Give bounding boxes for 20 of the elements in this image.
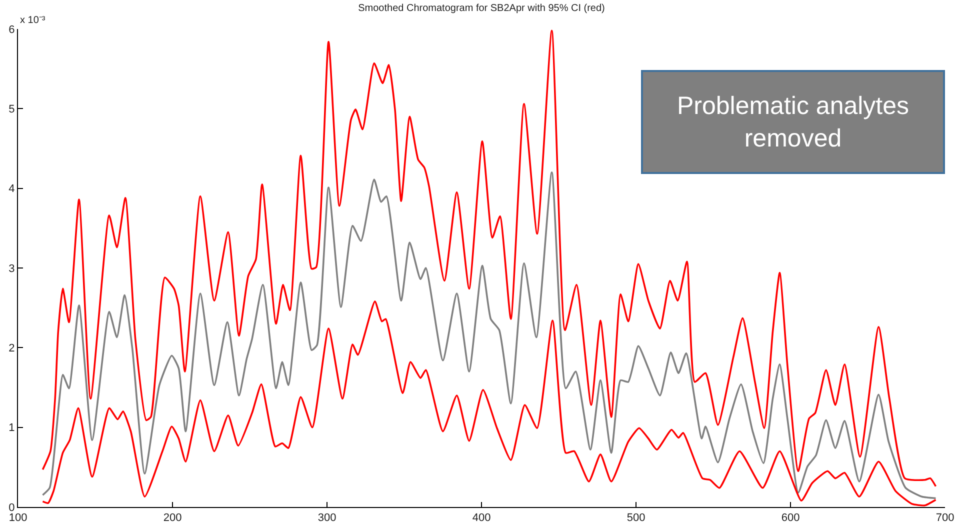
x-tick-label: 300 <box>318 512 336 524</box>
y-axis-title: x 10⁻³ <box>20 15 46 26</box>
y-tick-label: 4 <box>8 183 15 196</box>
x-tick-label: 100 <box>8 512 28 524</box>
y-tick-label: 6 <box>8 24 15 36</box>
y-tick-label: 3 <box>8 262 15 275</box>
line-series <box>42 30 937 488</box>
x-tick-label: 500 <box>626 512 646 524</box>
chart-title: Smoothed Chromatogram for SB2Apr with 95% CI (red) <box>358 3 605 14</box>
x-tick-label: 400 <box>472 512 491 524</box>
x-tick-label: 700 <box>936 512 954 524</box>
y-tick-label: 2 <box>8 342 15 355</box>
y-tick-label: 0 <box>8 502 15 514</box>
x-tick-label: 200 <box>163 512 182 524</box>
line-series <box>42 172 937 500</box>
annotation: Problematic analytes removed <box>676 92 910 152</box>
y-tick-label: 1 <box>8 422 15 434</box>
x-tick-label: 600 <box>781 512 800 524</box>
line-series <box>42 300 937 506</box>
y-tick-label: 5 <box>8 104 15 116</box>
